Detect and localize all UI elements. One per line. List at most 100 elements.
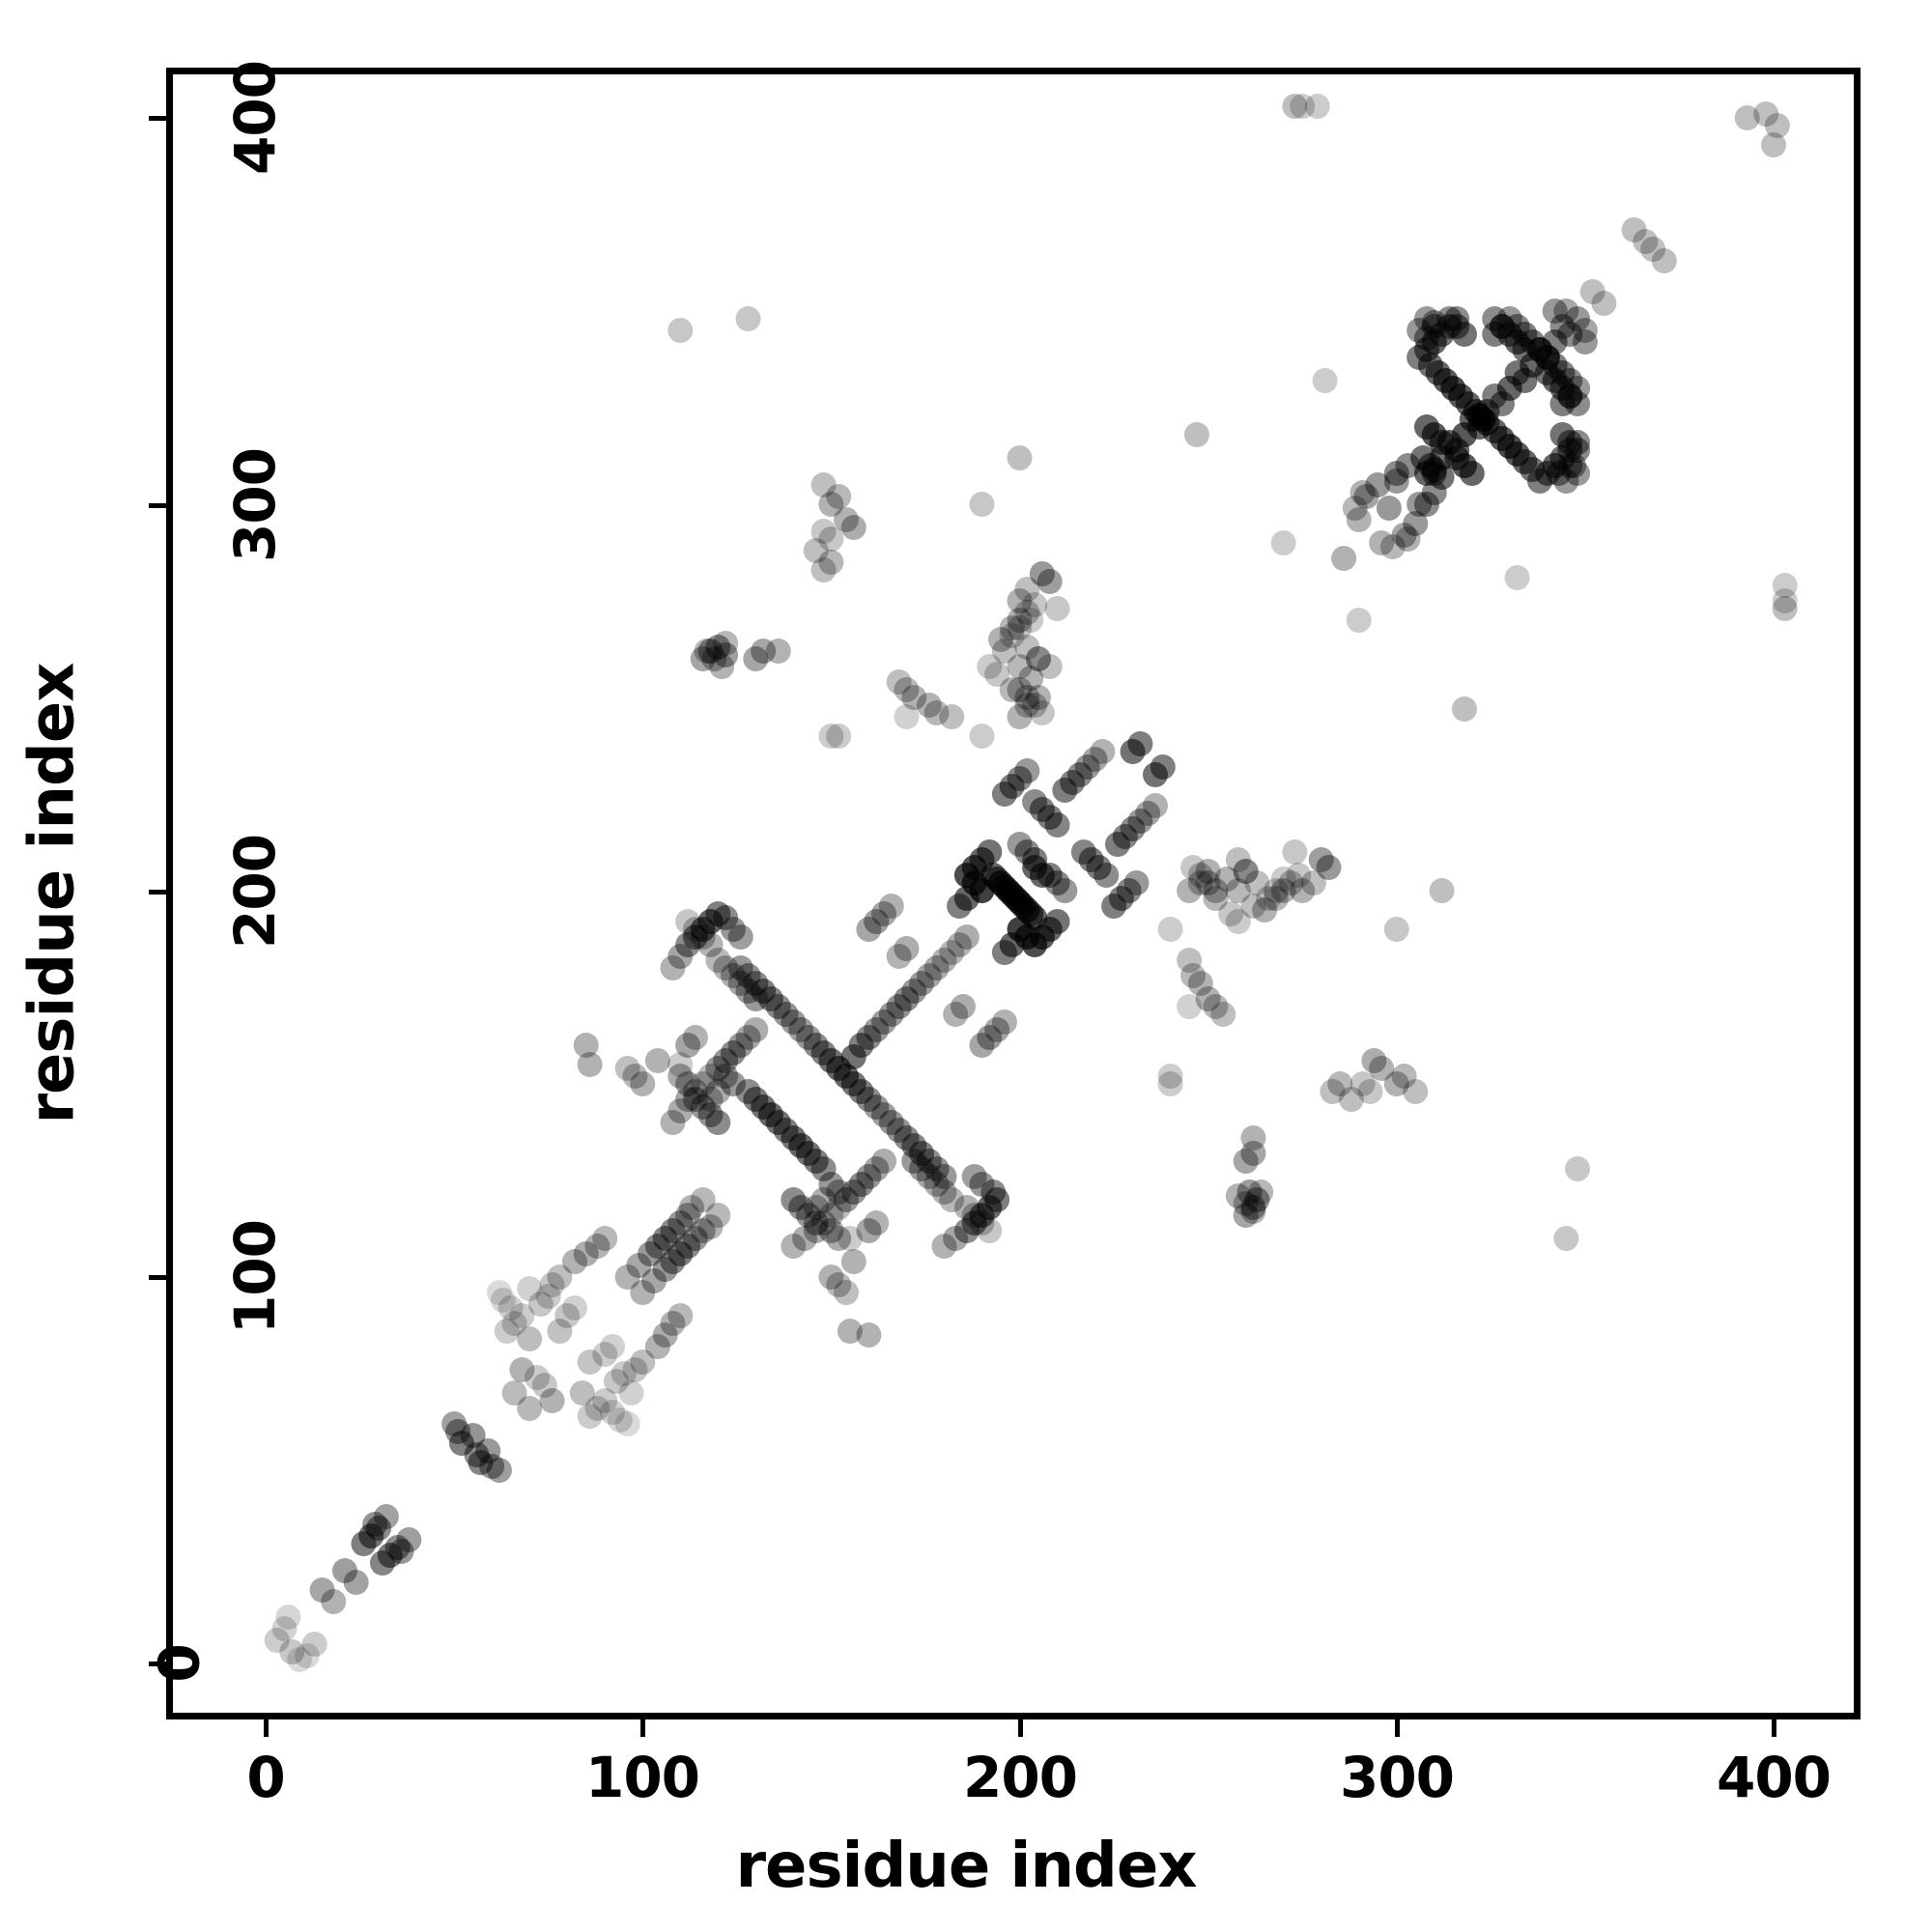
scatter-point <box>1070 839 1096 865</box>
scatter-point <box>705 1110 731 1135</box>
scatter-point <box>614 1411 640 1436</box>
scatter-point <box>871 901 897 926</box>
scatter-point <box>1018 608 1044 633</box>
scatter-point <box>705 1079 731 1104</box>
scatter-point <box>1157 1064 1183 1089</box>
scatter-point <box>901 1149 927 1174</box>
scatter-point <box>1772 588 1798 613</box>
scatter-point <box>660 1110 686 1135</box>
scatter-point <box>1320 1079 1346 1104</box>
scatter-point <box>1444 445 1470 470</box>
x-ticklabel-200: 200 <box>962 1745 1078 1810</box>
scatter-point <box>1123 870 1150 895</box>
scatter-point <box>1331 546 1357 571</box>
scatter-point <box>977 1025 1003 1050</box>
scatter-point <box>1504 565 1530 590</box>
scatter-point <box>727 971 753 996</box>
scatter-point <box>1066 762 1093 787</box>
scatter-point <box>984 662 1010 687</box>
scatter-point <box>264 1628 290 1653</box>
scatter-point <box>622 1064 648 1089</box>
scatter-point <box>373 1504 399 1529</box>
scatter-point <box>697 1087 724 1112</box>
scatter-point <box>864 1156 890 1181</box>
scatter-point <box>931 948 957 973</box>
scatter-point <box>1248 1179 1274 1205</box>
scatter-point <box>1764 113 1790 138</box>
scatter-point <box>343 1570 369 1595</box>
scatter-point <box>1029 700 1055 725</box>
scatter-point <box>644 1334 670 1359</box>
scatter-point <box>1413 306 1439 331</box>
scatter-point <box>697 932 724 957</box>
scatter-point <box>713 631 739 656</box>
scatter-point <box>894 986 920 1011</box>
scatter-point <box>1429 430 1455 455</box>
scatter-point <box>818 1264 844 1290</box>
scatter-point <box>939 940 965 965</box>
scatter-point <box>705 948 731 973</box>
scatter-point <box>1565 461 1591 486</box>
scatter-point <box>445 1419 471 1444</box>
scatter-point <box>675 1087 701 1112</box>
scatter-point <box>840 1249 867 1274</box>
scatter-point <box>1187 870 1213 895</box>
scatter-point <box>640 1268 667 1293</box>
scatter-point <box>991 1009 1017 1035</box>
scatter-point <box>735 963 761 988</box>
scatter-point <box>803 538 829 563</box>
scatter-point <box>468 1450 494 1475</box>
scatter-point <box>1633 229 1659 254</box>
scatter-point <box>678 1195 704 1220</box>
scatter-point <box>490 1288 516 1313</box>
scatter-point <box>713 905 739 930</box>
scatter-point <box>803 1195 829 1220</box>
scatter-point <box>321 1589 347 1614</box>
scatter-point <box>916 1164 942 1189</box>
scatter-point <box>848 1172 874 1197</box>
scatter-point <box>705 1056 731 1081</box>
scatter-point <box>573 1033 599 1058</box>
scatter-point <box>1120 816 1146 841</box>
scatter-point <box>878 1110 904 1135</box>
scatter-point <box>1290 94 1316 119</box>
scatter-point <box>1026 646 1052 671</box>
scatter-point <box>1350 1071 1376 1096</box>
scatter-point <box>773 1002 799 1027</box>
scatter-point <box>1290 878 1316 903</box>
scatter-point <box>886 669 912 695</box>
scatter-point <box>803 1218 829 1243</box>
scatter-point <box>1270 878 1296 903</box>
scatter-point <box>894 1125 920 1151</box>
scatter-point <box>999 774 1025 799</box>
scatter-point <box>1037 569 1063 594</box>
scatter-point <box>705 901 731 926</box>
scatter-point <box>1195 986 1221 1011</box>
scatter-point <box>1044 870 1070 895</box>
x-ticklabel-400: 400 <box>1716 1745 1832 1810</box>
scatter-point <box>1225 847 1251 872</box>
scatter-point <box>1357 1079 1383 1104</box>
x-ticklabel-100: 100 <box>584 1745 700 1810</box>
scatter-point <box>826 724 852 749</box>
scatter-point <box>1183 422 1209 447</box>
scatter-point <box>1135 801 1161 826</box>
scatter-point <box>1052 778 1078 803</box>
scatter-point <box>984 1187 1010 1212</box>
scatter-point <box>622 1357 648 1382</box>
scatter-point <box>1240 1199 1266 1224</box>
scatter-point <box>1007 677 1033 702</box>
scatter-point <box>675 909 701 934</box>
scatter-point <box>660 1218 686 1243</box>
scatter-point <box>864 1210 890 1236</box>
scatter-point <box>1022 847 1048 872</box>
scatter-point <box>517 1396 543 1421</box>
scatter-point <box>864 1094 890 1120</box>
scatter-point <box>833 1280 859 1305</box>
scatter-point <box>969 1033 995 1058</box>
scatter-point <box>864 1017 890 1042</box>
scatter-point <box>486 1458 512 1483</box>
scatter-point <box>826 484 852 509</box>
scatter-point <box>1018 666 1044 691</box>
scatter-point <box>720 963 746 988</box>
